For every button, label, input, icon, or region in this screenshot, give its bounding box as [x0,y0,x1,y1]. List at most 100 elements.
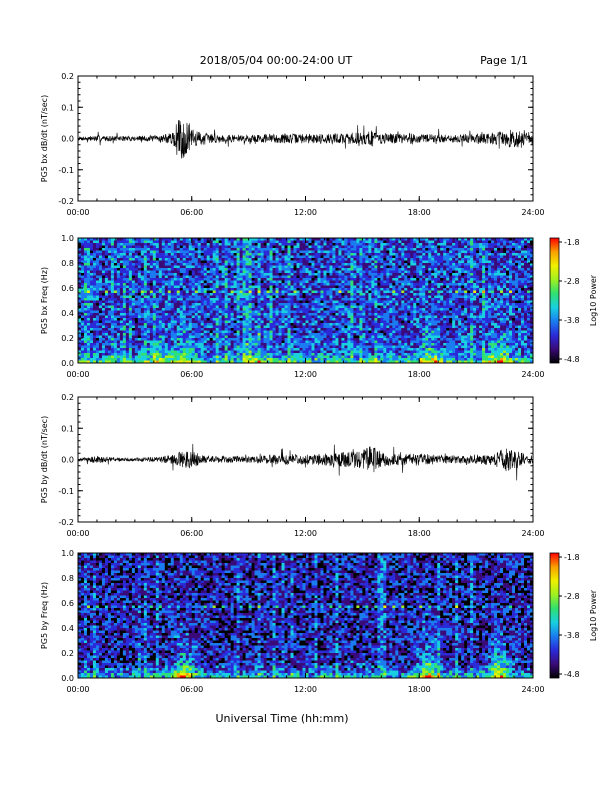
spectrogram-cell [197,330,202,334]
spectrogram-cell [215,298,219,301]
spectrogram-cell [98,338,103,341]
spectrogram-cell [215,238,219,241]
figure-title: 2018/05/04 00:00-24:00 UT [200,54,353,67]
spectrogram-cell [80,290,85,294]
spectrogram-cell [266,358,270,361]
spectrogram-cell [134,350,139,354]
spectrogram-cell [326,278,330,281]
spectrogram-cell [272,345,276,349]
spectrogram-cell [101,328,106,331]
spectrogram-cell [143,330,148,334]
spectrogram-cell [287,355,291,359]
spectrogram-cell [197,353,202,356]
spectrogram-cell [92,355,97,359]
spectrogram-cell [140,250,145,254]
spectrogram-cell [239,255,243,259]
spectrogram-cell [146,278,151,281]
spectrogram-cell [296,355,300,359]
spectrogram-cell [206,285,211,289]
spectrogram-cell [161,323,166,326]
spectrogram-cell [146,295,151,299]
spectrogram-cell [230,255,234,259]
spectrogram-cell [131,325,136,329]
spectrogram-cell [230,325,234,329]
spectrogram-cell [293,265,297,269]
spectrogram-cell [107,355,112,359]
spectrogram-cell [278,308,282,311]
spectrogram-cell [236,335,240,339]
spectrogram-cell [257,250,261,254]
spectrogram-cell [227,298,231,301]
spectrogram-cell [78,355,82,359]
spectrogram-cell [248,315,252,319]
spectrogram-cell [290,290,294,294]
spectrogram-cell [335,300,339,304]
spectrogram-cell [287,343,291,346]
spectrogram-cell [176,280,181,284]
spectrogram-cell [272,275,276,279]
spectrogram-cell [78,260,82,264]
spectrogram-cell [272,298,276,301]
spectrogram-cell [86,288,91,291]
spectrogram-cell [95,260,100,264]
spectrogram-cell [236,313,240,316]
spectrogram-cell [176,355,181,359]
spectrogram-cell [206,315,211,319]
spectrogram-cell [92,303,97,306]
spectrogram-cell [269,323,273,326]
spectrogram-cell [275,238,279,241]
spectrogram-cell [80,345,85,349]
spectrogram-cell [218,335,222,339]
spectrogram-cell [227,295,231,299]
spectrogram-cell [299,273,303,276]
spectrogram-cell [98,240,103,244]
spectrogram-cell [95,308,100,311]
spectrogram-cell [152,330,157,334]
spectrogram-cell [179,325,184,329]
spectrogram-cell [110,325,115,329]
spectrogram-cell [311,355,315,359]
spectrogram-cell [257,300,261,304]
spectrogram-cell [86,335,91,339]
spectrogram-cell [179,253,184,256]
spectrogram-cell [311,340,315,344]
spectrogram-cell [83,315,88,319]
spectrogram-cell [116,358,121,361]
spectrogram-cell [194,335,199,339]
spectrogram-cell [197,240,202,244]
spectrogram-cell [152,315,157,319]
spectrogram-cell [152,240,157,244]
spectrogram-cell [293,330,297,334]
spectrogram-cell [323,298,327,301]
spectrogram-cell [299,268,303,271]
spectrogram-cell [242,243,246,246]
spectrogram-cell [173,243,178,246]
spectrogram-cell [92,253,97,256]
spectrogram-cell [197,318,202,321]
spectrogram-cell [125,335,130,339]
spectrogram-cell [350,278,354,281]
spectrogram-cell [173,330,178,334]
spectrogram-cell [302,248,306,251]
spectrogram-cell [257,263,261,266]
spectrogram-cell [92,283,97,286]
spectrogram-cell [341,313,345,316]
spectrogram-cell [269,248,273,251]
spectrogram-cell [155,360,160,364]
spectrogram-cell [242,323,246,326]
spectrogram-cell [149,305,154,309]
spectrogram-cell [332,253,336,256]
spectrogram-cell [86,313,91,316]
spectrogram-cell [167,293,172,296]
spectrogram-cell [143,360,148,364]
spectrogram-cell [146,360,151,364]
spectrogram-cell [254,298,258,301]
spectrogram-cell [365,335,369,339]
spectrogram-cell [284,348,288,351]
spectrogram-cell [317,345,321,349]
spectrogram-cell [86,318,91,321]
spectrogram-cell [239,280,243,284]
spectrogram-cell [83,345,88,349]
spectrogram-cell [317,278,321,281]
spectrogram-cell [359,253,363,256]
